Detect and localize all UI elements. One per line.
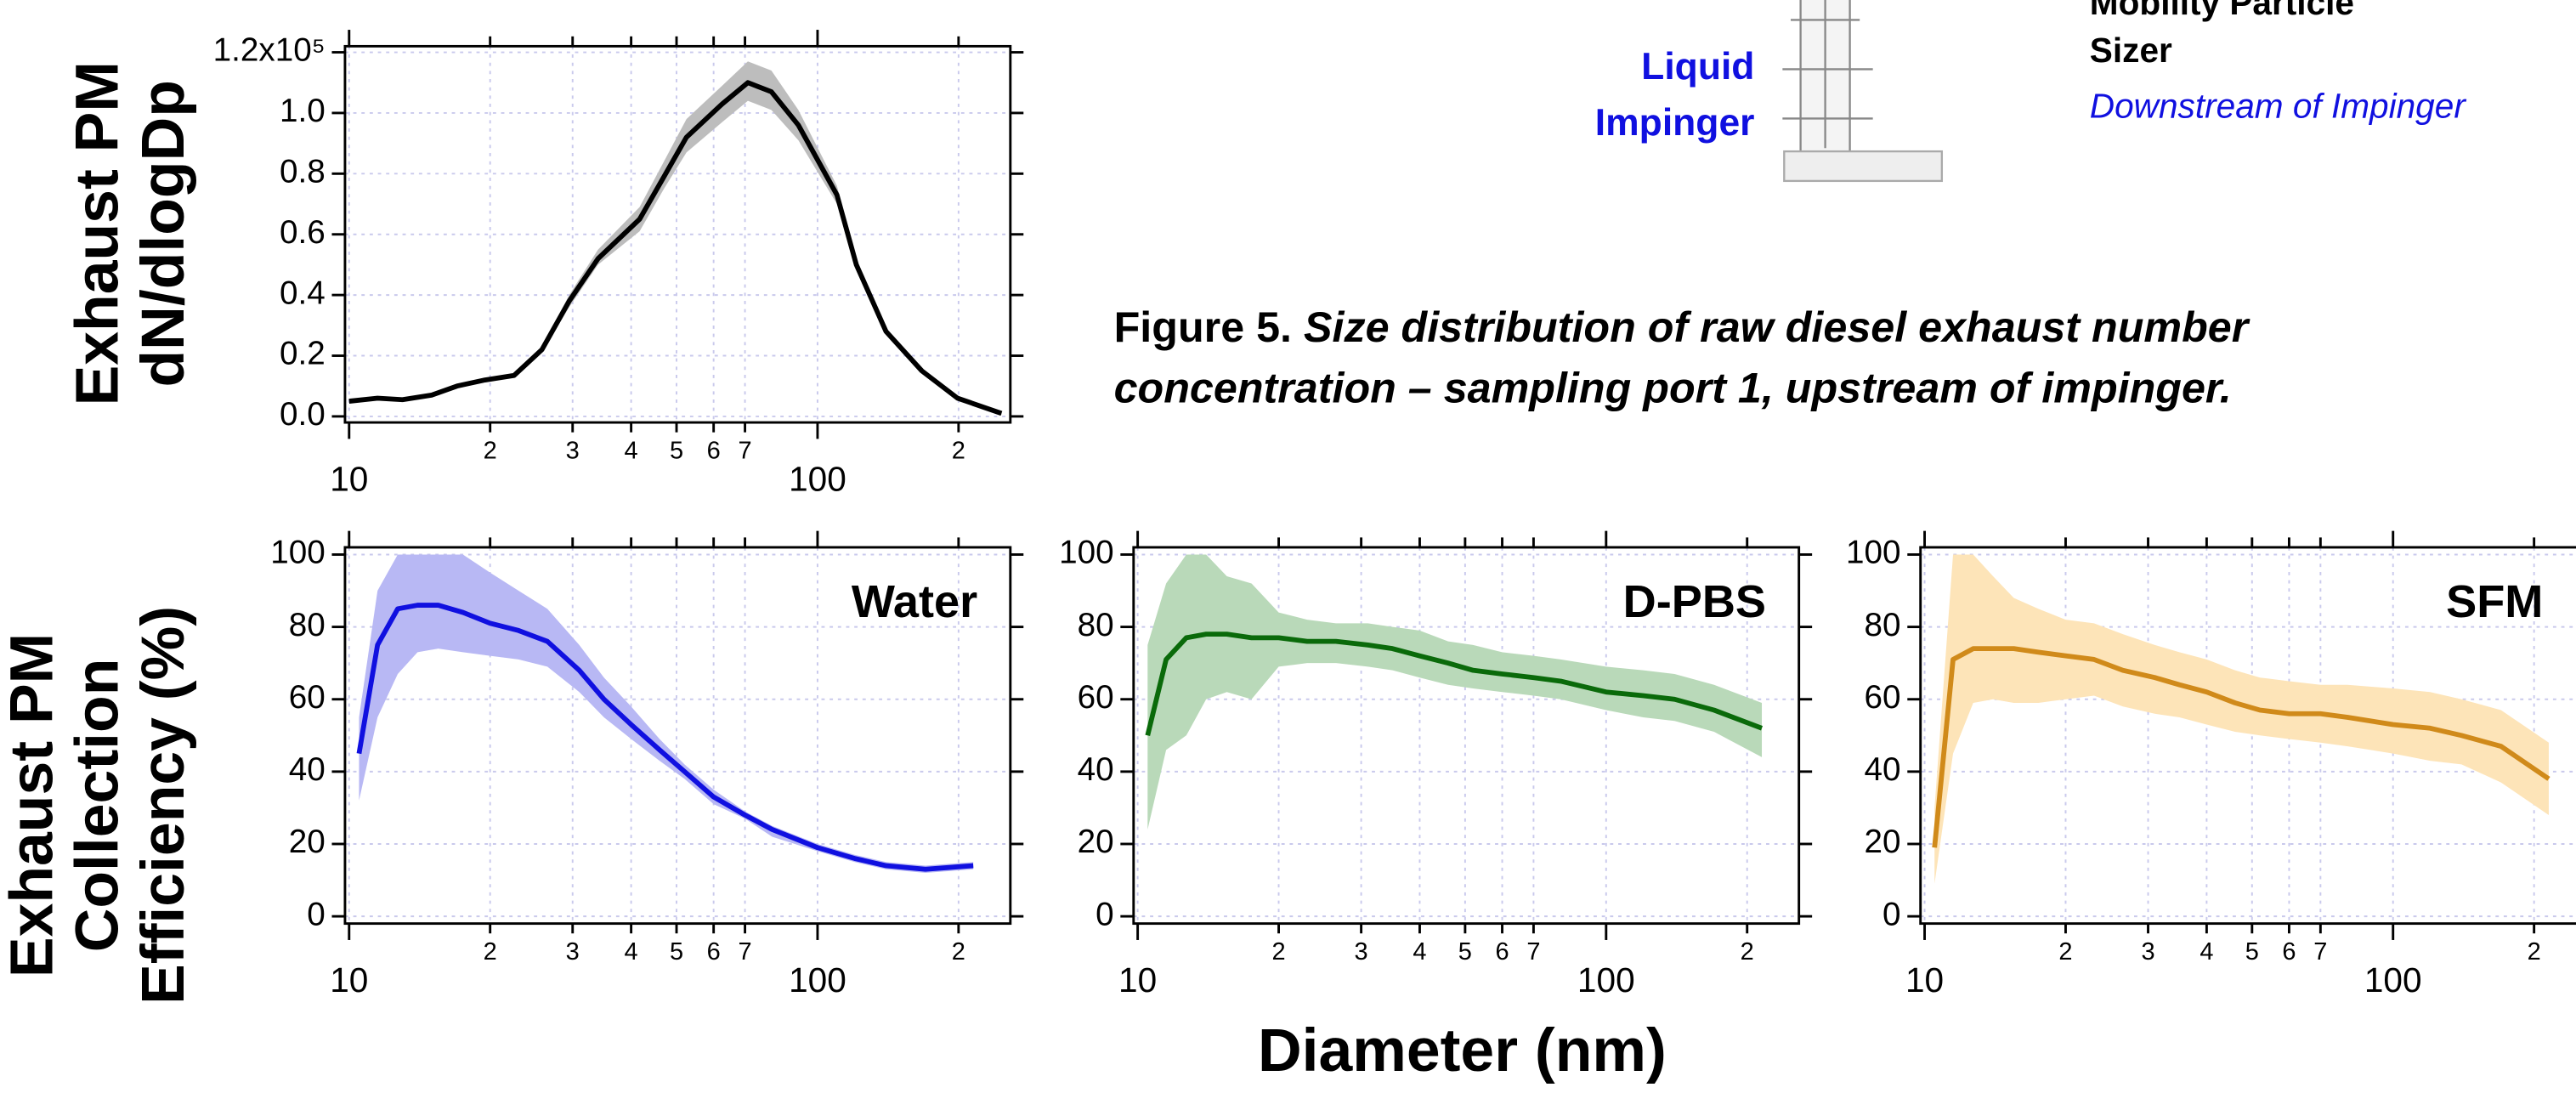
caption-label: Figure 5. [1114, 303, 1292, 351]
x-tick-label: 100 [789, 960, 846, 1000]
annotation: SFM [2446, 576, 2543, 627]
x-tick-label: 2 [484, 438, 497, 465]
x-tick-label: 6 [2282, 938, 2296, 966]
x-tick-label: 3 [566, 938, 580, 966]
line [348, 80, 1003, 416]
y-tick-label: 0 [1882, 896, 1901, 932]
caption: Figure 5. Size distribution of raw diese… [1114, 303, 2250, 351]
x-tick-label: 2 [2528, 938, 2541, 966]
y-axis-title: Collection [64, 659, 132, 953]
band [1934, 554, 2549, 884]
y-tick-label: 60 [1865, 679, 1901, 716]
y-tick-label: 60 [289, 679, 326, 716]
x-tick-label: 2 [484, 938, 497, 966]
x-tick-label: 10 [1905, 960, 1944, 1000]
plot-frame [1132, 546, 1801, 926]
y-axis-title: Exhaust PM [64, 61, 132, 405]
x-tick-label: 2 [2058, 938, 2072, 966]
y-axis-title: Exhaust PM [0, 633, 65, 977]
annotation: Water [852, 576, 977, 627]
x-tick-label: 6 [1495, 938, 1509, 966]
x-tick-label: 7 [1526, 938, 1540, 966]
x-tick-label: 5 [1458, 938, 1472, 966]
x-tick-label: 5 [670, 938, 683, 966]
plot-frame [343, 44, 1012, 424]
x-axis-title: Diameter (nm) [1258, 1017, 1667, 1085]
x-tick-label: 2 [1741, 938, 1754, 966]
caption-text: Size distribution of raw diesel exhaust … [1304, 303, 2250, 351]
y-tick-label: 100 [1846, 535, 1900, 571]
x-tick-label: 10 [1118, 960, 1157, 1000]
line [1932, 646, 2551, 848]
x-tick-label: 4 [625, 938, 638, 966]
y-axis-title: Efficiency (%) [129, 606, 197, 1005]
x-tick-label: 7 [739, 938, 752, 966]
x-tick-label: 4 [1413, 938, 1426, 966]
x-tick-label: 2 [952, 938, 965, 966]
x-tick-label: 10 [330, 459, 368, 498]
line [356, 603, 974, 872]
band [1147, 554, 1763, 830]
y-tick-label: 0 [1096, 896, 1114, 932]
x-tick-label: 3 [2141, 938, 2154, 966]
x-tick-label: 2 [1271, 938, 1285, 966]
band [348, 61, 1002, 416]
y-tick-label: 60 [1078, 679, 1114, 716]
plot-frame [343, 546, 1012, 926]
x-tick-label: 5 [2245, 938, 2259, 966]
x-tick-label: 2 [952, 438, 965, 465]
y-tick-label: 20 [289, 824, 326, 860]
x-tick-label: 7 [2313, 938, 2327, 966]
y-axis-title: dN/dlogDp [129, 80, 197, 387]
line [1145, 631, 1764, 736]
x-tick-label: 100 [2364, 960, 2422, 1000]
x-tick-label: 100 [1577, 960, 1635, 1000]
band [359, 554, 974, 874]
y-tick-label: 20 [1865, 824, 1901, 860]
x-tick-label: 7 [739, 438, 752, 465]
y-tick-label: 100 [270, 535, 325, 571]
y-tick-label: 40 [289, 751, 326, 788]
x-tick-label: 100 [789, 459, 846, 498]
y-tick-label: 80 [1078, 607, 1114, 643]
y-tick-label: 0.0 [280, 396, 326, 433]
y-tick-label: 40 [1078, 751, 1114, 788]
y-tick-label: 0.2 [280, 336, 326, 372]
x-tick-label: 5 [670, 438, 683, 465]
y-tick-label: 0.6 [280, 214, 326, 251]
x-tick-label: 4 [625, 438, 638, 465]
y-tick-label: 0.8 [280, 154, 326, 190]
sizer-label: Sizer [2090, 31, 2172, 70]
impinger-label: Liquid [1641, 46, 1754, 88]
y-tick-label: 0 [307, 896, 326, 932]
annotation: D-PBS [1623, 576, 1766, 627]
y-tick-label: 20 [1078, 824, 1114, 860]
y-tick-label: 80 [1865, 607, 1901, 643]
x-tick-label: 3 [566, 438, 580, 465]
x-tick-label: 3 [1355, 938, 1368, 966]
impinger-label: Impinger [1595, 102, 1755, 144]
sizer-note: Downstream of Impinger [2090, 87, 2467, 126]
y-tick-label: 100 [1059, 535, 1114, 571]
x-tick-label: 6 [707, 938, 721, 966]
caption-text: concentration – sampling port 1, upstrea… [1114, 365, 2232, 412]
y-tick-label: 1.2x10⁵ [213, 32, 326, 69]
x-tick-label: 6 [707, 438, 721, 465]
y-tick-label: 0.4 [280, 275, 326, 311]
x-tick-label: 4 [2200, 938, 2213, 966]
x-tick-label: 10 [330, 960, 368, 1000]
y-tick-label: 40 [1865, 751, 1901, 788]
y-tick-label: 80 [289, 607, 326, 643]
plot-frame [1919, 546, 2576, 926]
y-tick-label: 1.0 [280, 93, 326, 129]
impinger-sketch [1782, 0, 1944, 183]
sizer-label: Mobility Particle [2090, 0, 2354, 22]
